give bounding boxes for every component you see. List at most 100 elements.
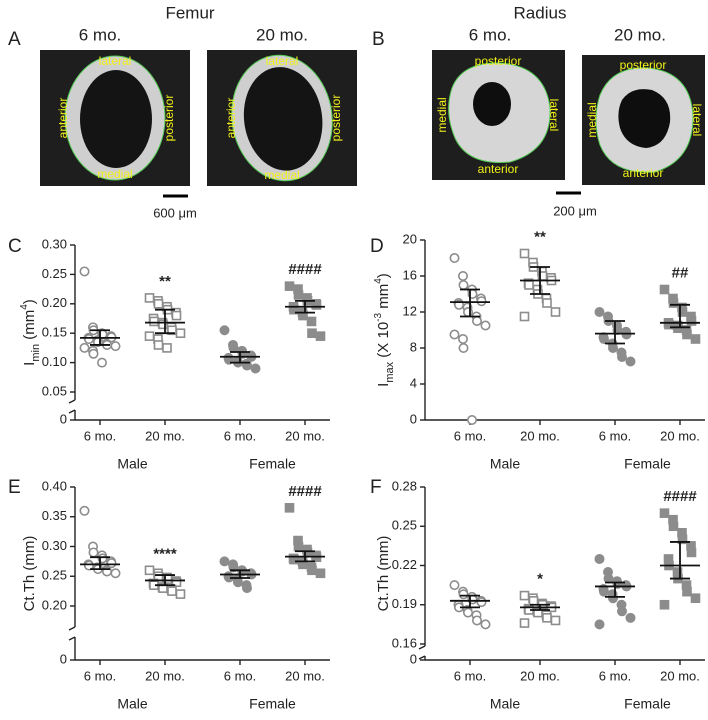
panel-letter: B	[372, 29, 385, 50]
y-axis-label: Ct.Th (mm)	[375, 536, 392, 612]
data-point	[284, 503, 295, 513]
data-point	[153, 298, 164, 309]
orientation-label: lateral	[547, 99, 561, 132]
orientation-label: posterior	[475, 54, 522, 68]
data-point	[625, 612, 636, 623]
data-point	[307, 328, 317, 339]
y-axis-label-part: )	[375, 273, 392, 278]
y-tick-label: 0.35	[42, 508, 67, 523]
data-point	[668, 298, 679, 308]
data-point	[250, 363, 261, 374]
data-point	[144, 565, 155, 576]
data-point	[293, 541, 304, 552]
data-point	[519, 311, 530, 322]
data-point	[690, 334, 701, 344]
x-tick-label: 20 mo.	[145, 668, 185, 683]
data-point	[668, 521, 679, 532]
panel-letter: F	[370, 477, 382, 498]
data-point	[175, 589, 186, 599]
image-label: 6 mo.	[79, 25, 122, 44]
data-point	[233, 577, 244, 588]
micro-ct-image: lateral medial anterior posterior	[40, 50, 190, 186]
data-point	[598, 586, 609, 597]
data-point	[607, 593, 618, 604]
data-point	[219, 556, 230, 567]
orientation-label: medial	[435, 97, 449, 132]
x-tick-label: 20 mo.	[145, 428, 185, 443]
data-point	[594, 619, 605, 630]
orientation-label: medial	[264, 168, 299, 182]
micro-ct-image: posterior anterior medial lateral	[432, 50, 565, 180]
data-point	[175, 328, 186, 339]
orientation-label: posterior	[329, 95, 343, 142]
y-tick-label: 0	[410, 651, 417, 666]
y-tick-label: 0.05	[42, 383, 67, 398]
data-point	[471, 615, 482, 626]
data-point	[144, 293, 155, 303]
data-point	[149, 316, 159, 327]
data-point	[550, 615, 561, 626]
orientation-label: anterior	[56, 98, 70, 139]
data-point	[171, 310, 182, 321]
significance-label: ##	[672, 264, 689, 281]
data-point	[598, 333, 609, 344]
orientation-label: medial	[585, 102, 599, 137]
data-point	[171, 577, 182, 588]
data-point	[550, 307, 561, 317]
x-tick-label: 6 mo.	[599, 668, 632, 683]
data-point	[88, 348, 99, 359]
data-point	[682, 586, 692, 597]
x-tick-label: 20 mo.	[285, 428, 325, 443]
panel-title: Femur	[165, 3, 214, 22]
data-point	[682, 329, 692, 340]
data-point	[476, 597, 487, 608]
image-label: 6 mo.	[469, 25, 512, 44]
significance-label: **	[159, 273, 171, 290]
y-axis-label-part: Ct.Th (mm)	[21, 536, 38, 612]
group-label: Male	[117, 456, 148, 472]
data-point	[144, 331, 155, 341]
data-point	[449, 329, 460, 340]
data-point	[690, 593, 701, 604]
data-point	[524, 280, 534, 290]
data-point	[106, 558, 117, 569]
axis-break	[418, 645, 426, 650]
y-tick-label: 16	[403, 267, 417, 282]
data-point	[97, 357, 108, 368]
data-point	[616, 606, 627, 617]
data-point	[480, 619, 491, 630]
data-point	[162, 343, 172, 353]
y-tick-label: 12	[403, 303, 417, 318]
panel-letter: C	[8, 236, 22, 257]
y-tick-label: 0	[60, 411, 67, 426]
y-axis-label-part: I	[375, 383, 392, 387]
data-point	[449, 253, 460, 264]
orientation-label: lateral	[266, 54, 299, 68]
y-tick-label: 0.40	[42, 478, 67, 493]
group-label: Female	[624, 456, 671, 472]
scale-bar-label: 200 μm	[553, 203, 597, 218]
data-point	[242, 583, 253, 594]
y-axis-label-part: -3	[373, 312, 384, 321]
x-tick-label: 6 mo.	[599, 428, 632, 443]
data-point	[462, 607, 473, 618]
data-point	[228, 342, 239, 353]
axis-break	[68, 636, 76, 641]
y-axis-label: Ct.Th (mm)	[21, 536, 38, 612]
axis-break	[418, 655, 426, 660]
axis-break	[68, 626, 76, 631]
data-point	[458, 279, 469, 290]
y-tick-label: 0.10	[42, 354, 67, 369]
orientation-label: anterior	[224, 98, 238, 139]
data-point	[528, 596, 539, 606]
y-tick-label: 20	[403, 231, 417, 246]
y-axis-label-part: max	[384, 361, 396, 382]
data-point	[659, 284, 670, 295]
y-axis-label-part: 4	[373, 278, 384, 284]
y-tick-label: 0.30	[42, 538, 67, 553]
micro-ct-image: posterior anterior medial lateral	[582, 55, 705, 185]
group-label: Female	[249, 456, 296, 472]
data-point	[307, 565, 317, 576]
orientation-label: posterior	[620, 58, 667, 72]
